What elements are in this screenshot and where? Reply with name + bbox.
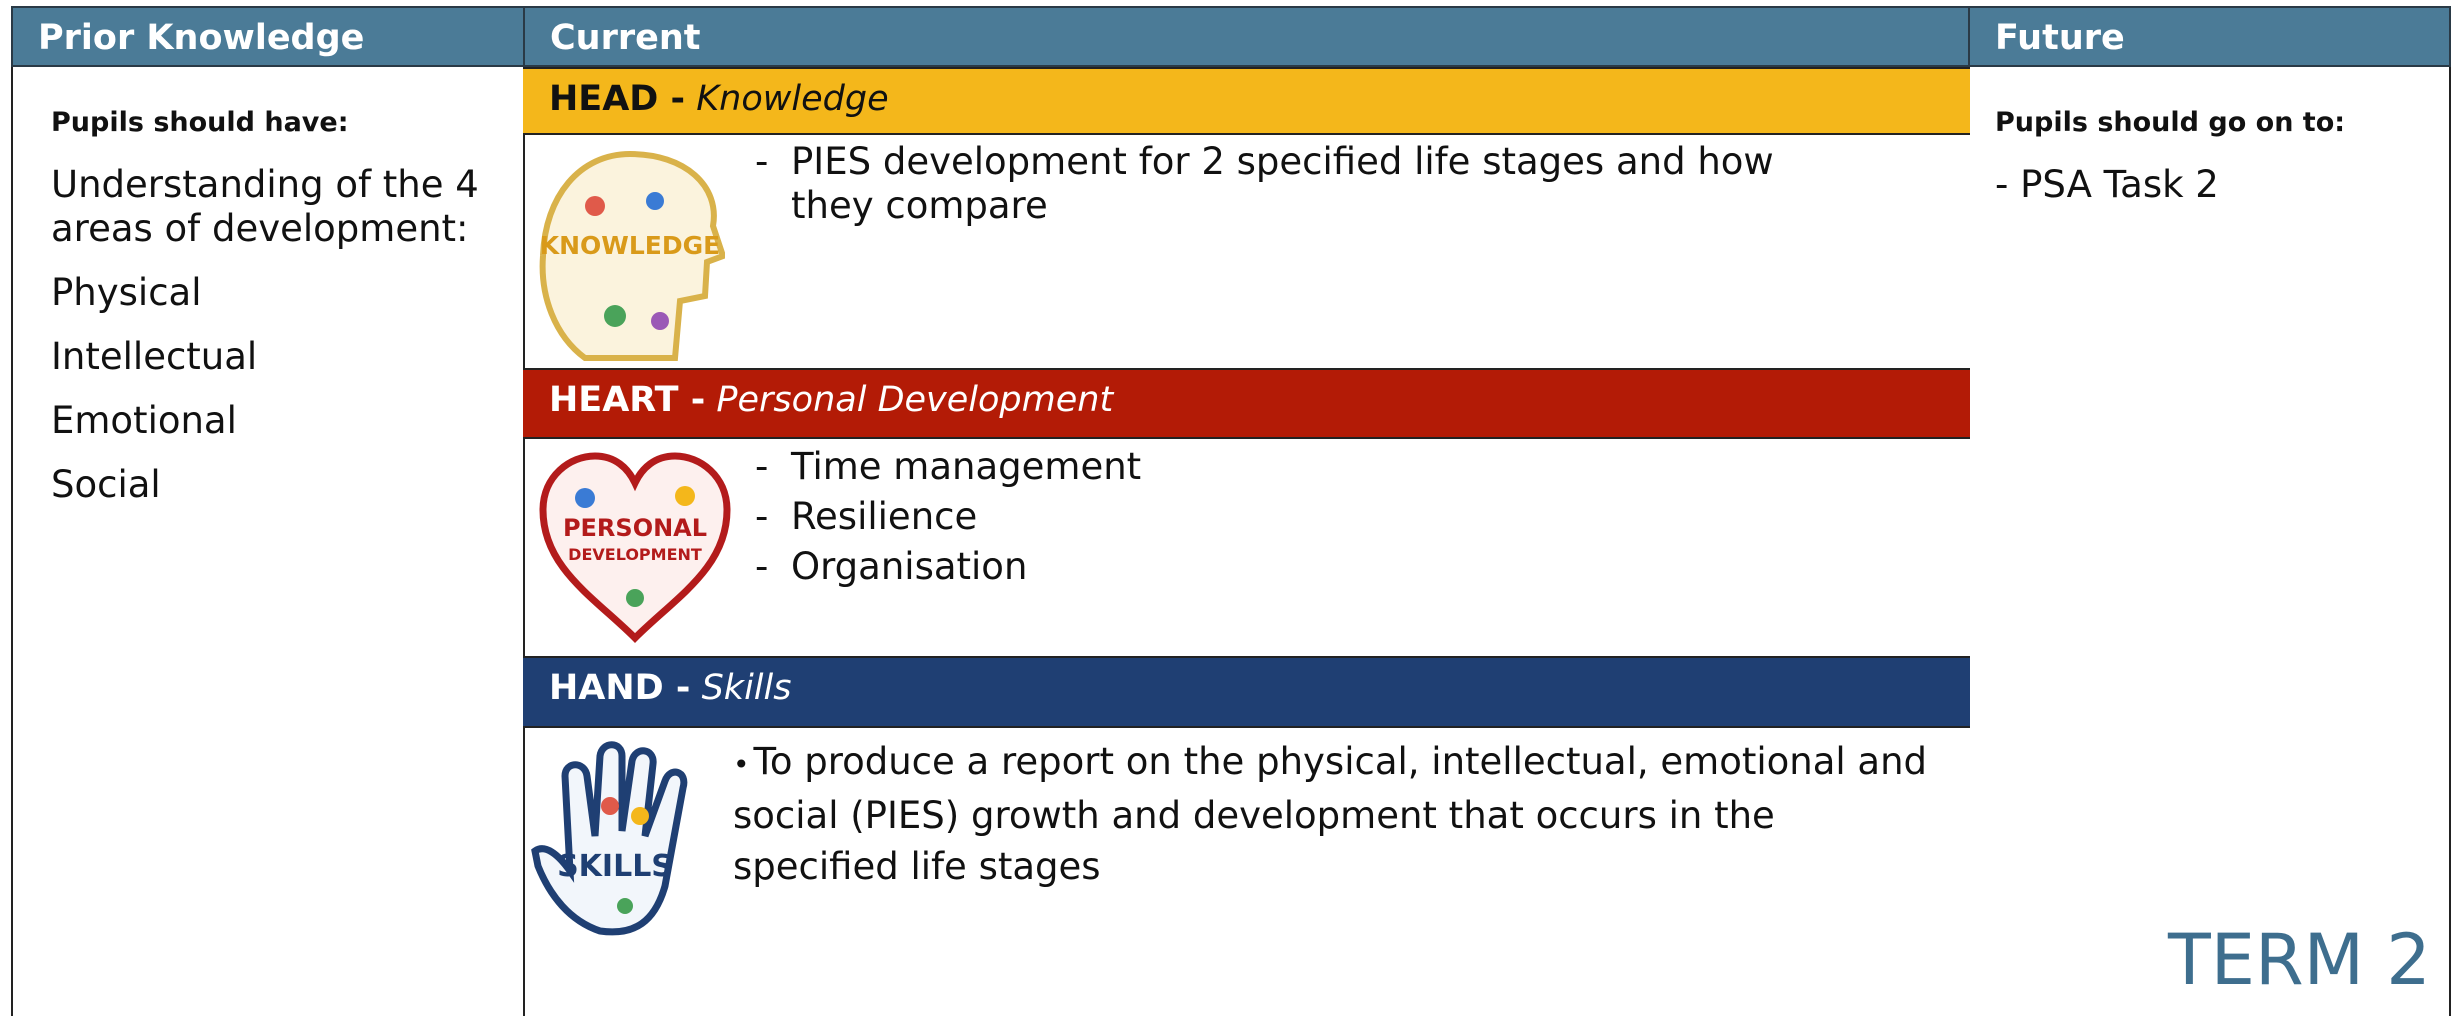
doodle (585, 196, 605, 216)
doodle (646, 192, 664, 210)
list-item: Emotional (51, 399, 237, 442)
icon-text: PERSONAL (563, 514, 707, 542)
doodle (575, 488, 595, 508)
band-subtitle: Skills (701, 668, 792, 708)
hand-band: HAND - Skills (523, 656, 1970, 728)
list-item: Organisation (755, 542, 1775, 592)
icon-text: SKILLS (557, 849, 673, 884)
head-band: HEAD - Knowledge (523, 67, 1970, 135)
heart-list: Time managementResilienceOrganisation (755, 442, 1775, 592)
band-subtitle: Knowledge (696, 79, 889, 119)
future-column: Pupils should go on to: - PSA Task 2 (1968, 67, 2451, 1016)
doodle (617, 898, 633, 914)
list-item: Social (51, 463, 161, 506)
list-item: Resilience (755, 492, 1775, 542)
prior-column: Pupils should have: Understanding of the… (11, 67, 525, 1016)
doodle (601, 797, 619, 815)
column-header: Prior Knowledge (11, 6, 525, 67)
hand-list: To produce a report on the physical, int… (733, 736, 1948, 892)
band-label: HEART - (549, 380, 706, 420)
band-label: HAND - (549, 668, 691, 708)
list-item: PIES development for 2 specified life st… (755, 140, 1775, 228)
band-label: HEAD - (549, 79, 686, 119)
doodle (675, 486, 695, 506)
band-subtitle: Personal Development (716, 380, 1114, 420)
doodle (604, 305, 626, 327)
icon-text: KNOWLEDGE (540, 231, 720, 260)
head-list: PIES development for 2 specified life st… (755, 140, 1775, 228)
doodle (651, 312, 669, 330)
list-item: Intellectual (51, 335, 258, 378)
knowledge-icon: KNOWLEDGE (539, 150, 725, 361)
column-header: Future (1968, 6, 2451, 67)
doodle (626, 589, 644, 607)
doodle (631, 807, 649, 825)
hand-outline (531, 741, 688, 936)
future-list: - PSA Task 2 (1995, 163, 2435, 217)
column-header: Current (523, 6, 1970, 67)
heart-band: HEART - Personal Development (523, 368, 1970, 439)
list-item: Time management (755, 442, 1775, 492)
list-item: Understanding of the 4 areas of developm… (51, 163, 479, 250)
skills-icon: SKILLS (531, 741, 688, 936)
prior-list: Understanding of the 4 areas of developm… (51, 163, 511, 527)
list-item: Physical (51, 271, 202, 314)
personal-development-icon: PERSONAL DEVELOPMENT (539, 452, 731, 643)
list-item: To produce a report on the physical, int… (733, 736, 1948, 892)
prior-heading: Pupils should have: (51, 107, 349, 138)
list-item: - PSA Task 2 (1995, 163, 2219, 206)
future-heading: Pupils should go on to: (1995, 107, 2346, 138)
icon-text: DEVELOPMENT (568, 545, 702, 564)
term-label: TERM 2 (2168, 919, 2431, 1001)
